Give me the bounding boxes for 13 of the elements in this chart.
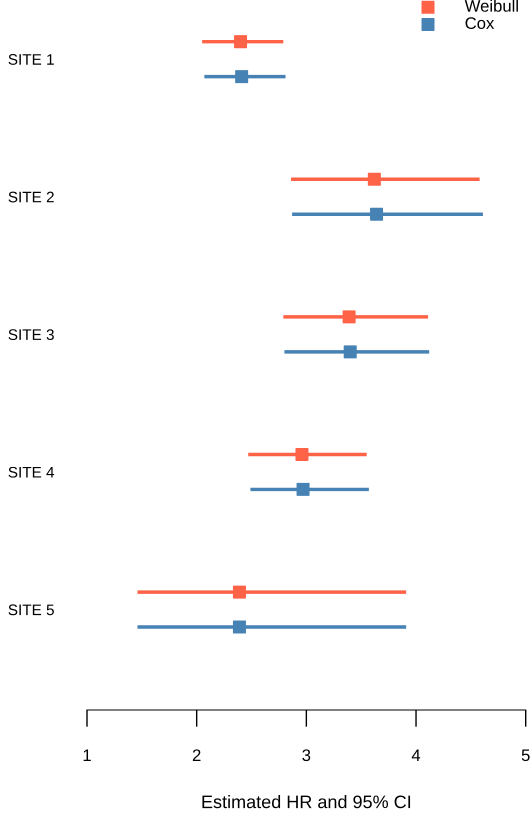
- x-tick-label: 2: [192, 749, 200, 761]
- legend-label: Cox: [466, 17, 494, 30]
- y-tick-label: SITE 1: [8, 54, 54, 65]
- legend-label: Weibull: [464, 0, 518, 12]
- x-tick-label: 1: [84, 750, 91, 761]
- y-tick-label: SITE 2: [8, 192, 54, 202]
- y-tick-label: SITE 4: [8, 466, 54, 478]
- x-tick-label: 3: [302, 749, 310, 762]
- y-tick-label: SITE 5: [8, 604, 54, 616]
- x-tick-label: 4: [412, 750, 420, 761]
- x-axis-title: Estimated HR and 95% CI: [202, 794, 410, 808]
- x-tick-label: 5: [522, 750, 530, 762]
- y-tick-label: SITE 3: [8, 329, 54, 340]
